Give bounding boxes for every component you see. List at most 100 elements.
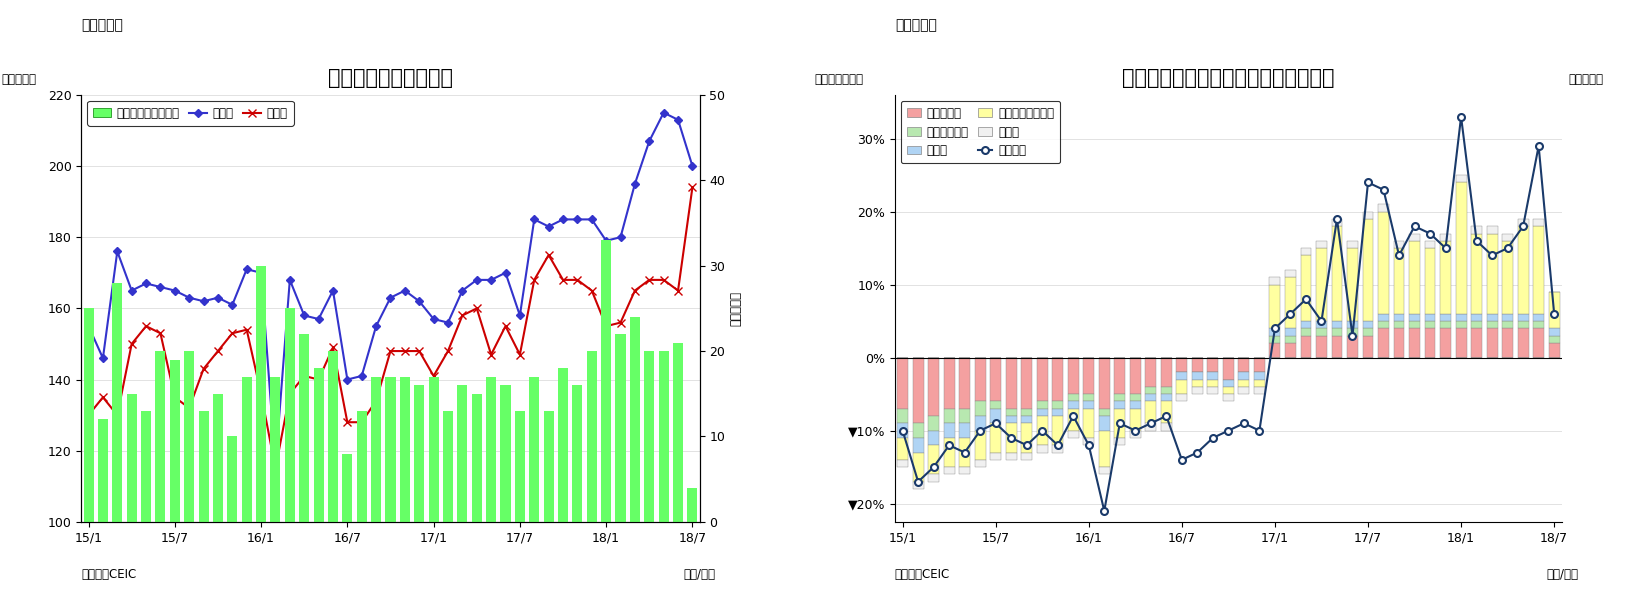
Bar — [213, 394, 223, 522]
Bar — [1518, 219, 1528, 227]
Bar — [299, 334, 309, 522]
Bar — [896, 438, 908, 460]
Text: （億ドル）: （億ドル） — [1568, 74, 1604, 87]
Bar — [501, 385, 511, 522]
Bar — [443, 411, 452, 522]
Bar — [913, 423, 924, 438]
Bar — [1362, 212, 1373, 219]
Bar — [1409, 234, 1420, 241]
Bar — [927, 474, 939, 482]
Text: （億ドル）: （億ドル） — [2, 74, 36, 87]
Bar — [1378, 212, 1389, 314]
Bar — [1145, 401, 1157, 423]
Bar — [573, 385, 582, 522]
Bar — [991, 401, 1001, 409]
Bar — [587, 351, 597, 522]
Bar — [1409, 241, 1420, 314]
Bar — [1425, 248, 1435, 314]
Bar — [1269, 329, 1280, 336]
Bar — [1084, 394, 1095, 401]
Bar — [1098, 358, 1110, 409]
Text: （図表８）: （図表８） — [895, 18, 937, 32]
Bar — [1145, 387, 1157, 394]
Bar — [1022, 423, 1032, 452]
Bar — [1362, 219, 1373, 321]
Bar — [1084, 358, 1095, 394]
Bar — [1254, 358, 1264, 372]
Bar — [1378, 205, 1389, 212]
Bar — [1300, 336, 1311, 358]
Bar — [428, 377, 439, 522]
Bar — [1394, 248, 1404, 314]
Bar — [1471, 234, 1482, 314]
Bar — [615, 334, 625, 522]
Bar — [1238, 358, 1250, 372]
Bar — [1176, 372, 1188, 380]
Bar — [1502, 241, 1513, 314]
Bar — [1145, 423, 1157, 431]
Bar — [944, 467, 955, 474]
Bar — [1425, 314, 1435, 321]
Bar — [112, 283, 122, 522]
Bar — [1331, 329, 1342, 336]
Bar — [1022, 416, 1032, 423]
Bar — [927, 445, 939, 474]
Bar — [486, 377, 496, 522]
Bar — [1347, 336, 1359, 358]
Bar — [1036, 409, 1048, 416]
Bar — [1053, 416, 1062, 445]
Bar — [1502, 321, 1513, 329]
Title: マレーシア　貿易収支: マレーシア 貿易収支 — [329, 68, 452, 88]
Bar — [457, 385, 467, 522]
Bar — [1347, 248, 1359, 321]
Bar — [600, 240, 612, 522]
Bar — [1394, 241, 1404, 248]
Bar — [1162, 423, 1171, 431]
Bar — [1300, 256, 1311, 321]
Bar — [1549, 336, 1560, 343]
Bar — [1053, 445, 1062, 452]
Bar — [1162, 394, 1171, 401]
Bar — [1224, 358, 1233, 380]
Bar — [1193, 380, 1202, 387]
Bar — [1456, 183, 1466, 314]
Bar — [1269, 278, 1280, 285]
Bar — [1331, 219, 1342, 227]
Bar — [975, 460, 986, 467]
Bar — [1487, 234, 1497, 314]
Bar — [1114, 394, 1126, 401]
Bar — [270, 377, 280, 522]
Bar — [1036, 401, 1048, 409]
Bar — [960, 467, 970, 474]
Bar — [1176, 380, 1188, 394]
Bar — [342, 454, 353, 522]
Bar — [975, 416, 986, 431]
Bar — [1533, 329, 1544, 358]
Bar — [1300, 321, 1311, 329]
Bar — [1129, 358, 1141, 394]
Bar — [1300, 248, 1311, 256]
Bar — [1440, 241, 1451, 314]
Bar — [913, 452, 924, 482]
Bar — [1269, 285, 1280, 329]
Bar — [558, 368, 568, 522]
Bar — [1378, 329, 1389, 358]
Bar — [1440, 314, 1451, 321]
Bar — [1067, 358, 1079, 394]
Bar — [960, 358, 970, 409]
Bar — [1487, 329, 1497, 358]
Bar — [285, 308, 294, 522]
Bar — [1549, 329, 1560, 336]
Bar — [1238, 380, 1250, 387]
Bar — [896, 358, 908, 409]
Bar — [1269, 336, 1280, 343]
Bar — [1285, 270, 1295, 278]
Bar — [1114, 409, 1126, 438]
Bar — [1114, 358, 1126, 394]
Bar — [1471, 314, 1482, 321]
Bar — [1456, 329, 1466, 358]
Text: （年/月）: （年/月） — [1546, 568, 1578, 581]
Bar — [944, 423, 955, 438]
Bar — [1022, 358, 1032, 409]
Bar — [1316, 329, 1328, 336]
